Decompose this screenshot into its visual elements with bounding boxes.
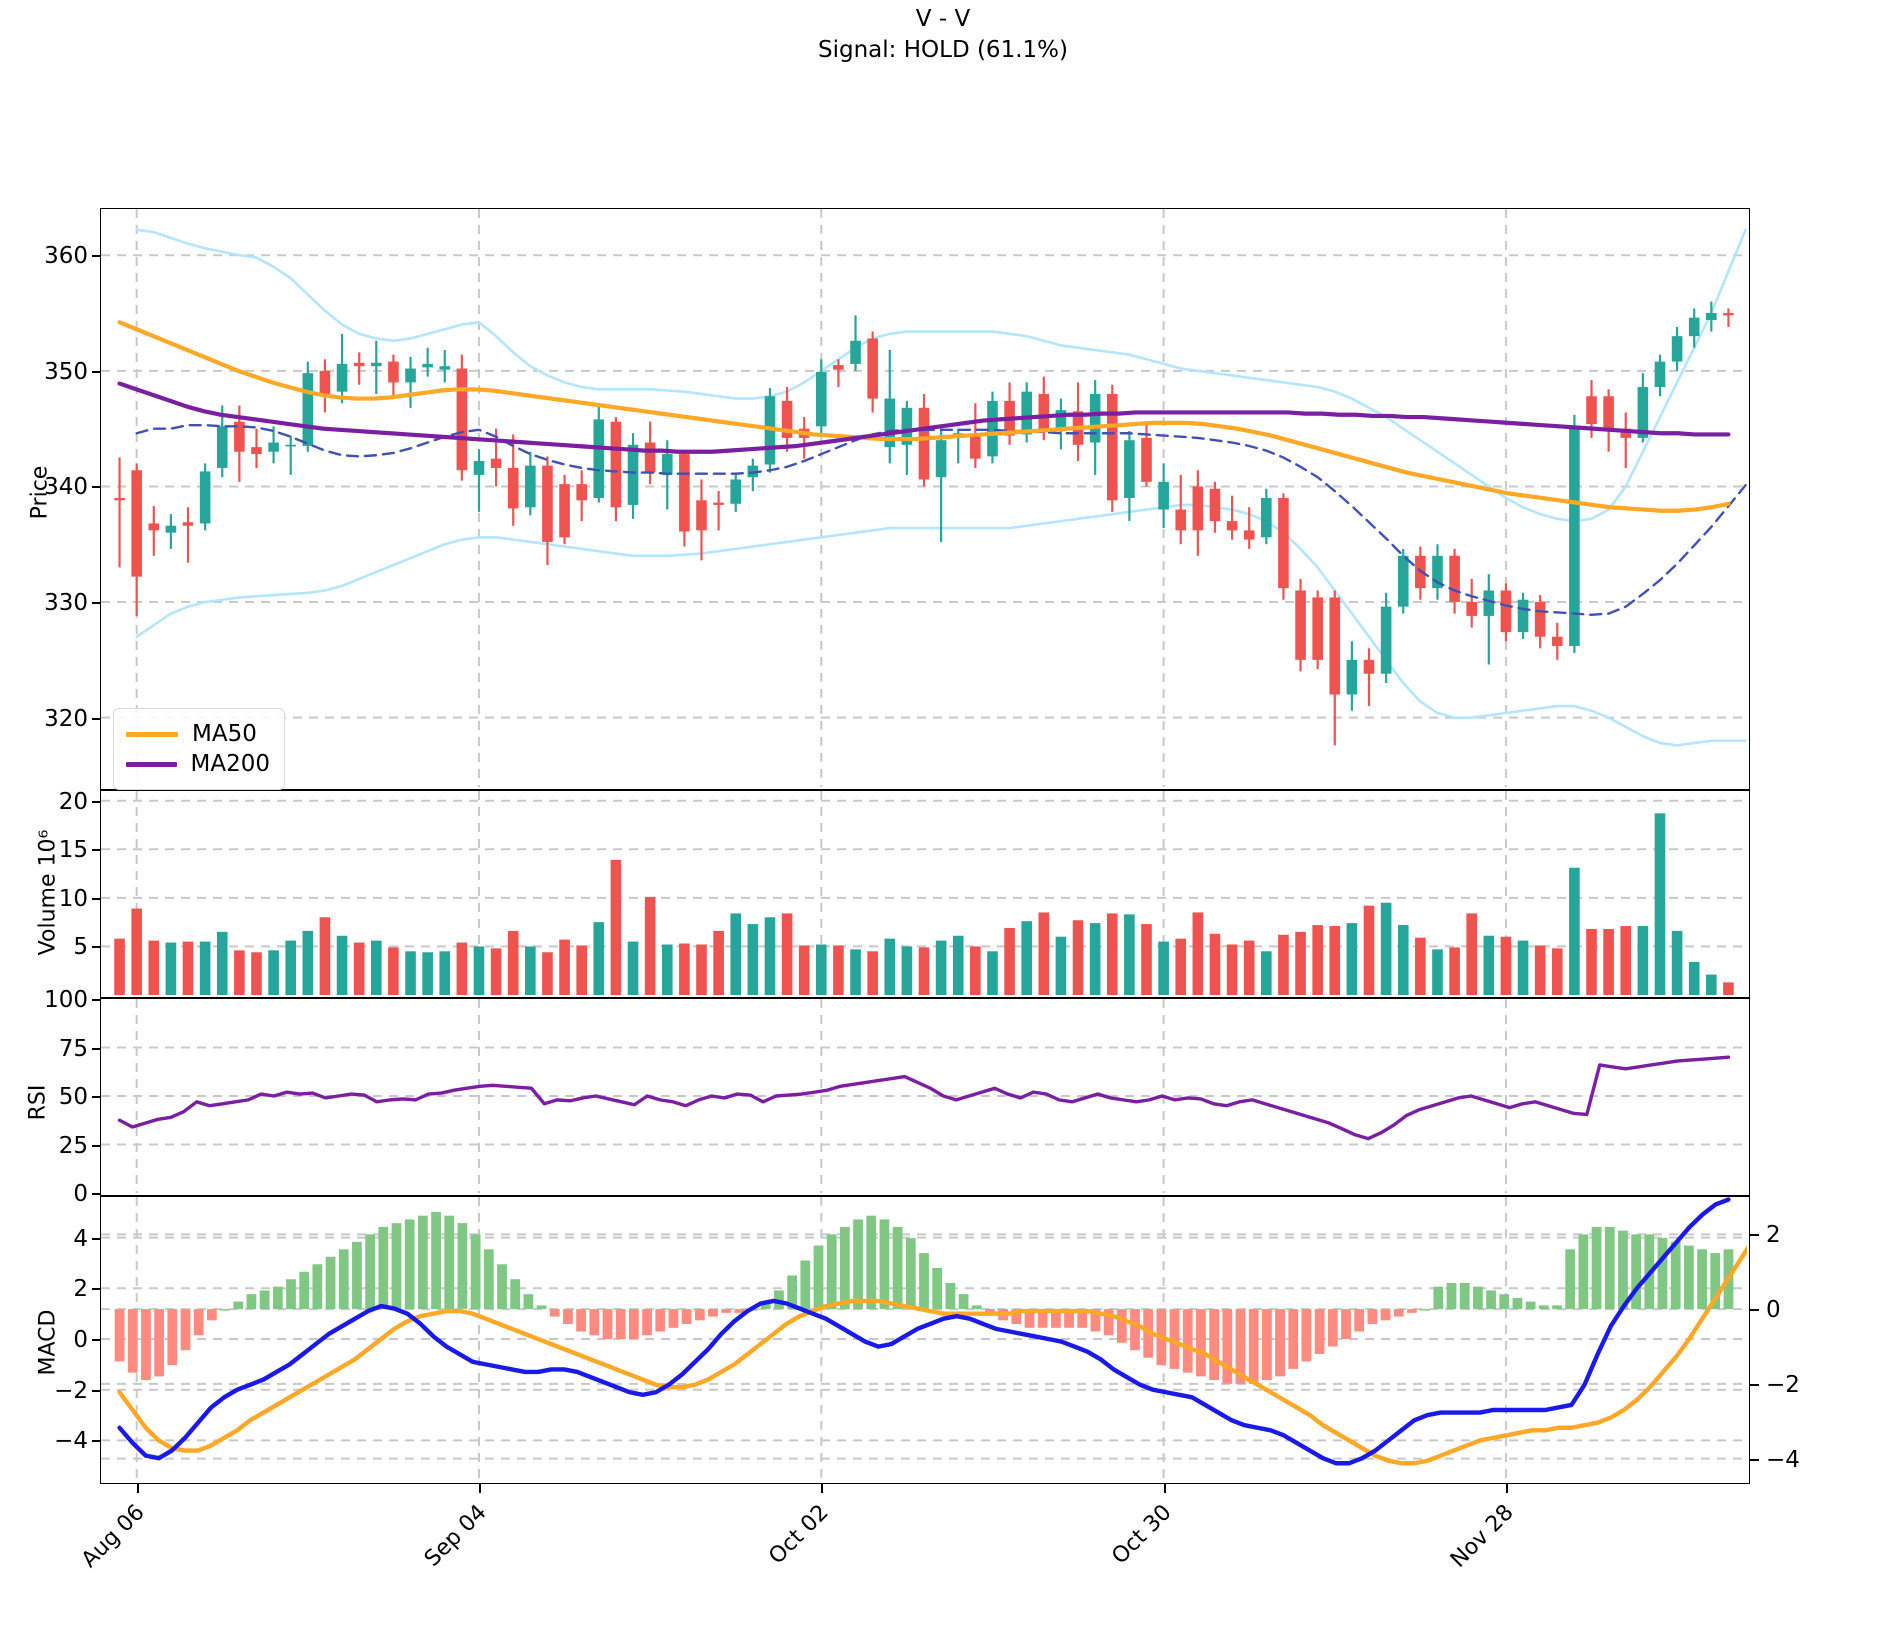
price-panel [100, 208, 1750, 790]
volume-y-tick-label: 20 [58, 788, 88, 815]
rsi-y-tick-mark [92, 1047, 101, 1050]
rsi-y-tick-label: 0 [73, 1181, 88, 1207]
rsi-y-tick-label: 50 [58, 1084, 88, 1110]
x-tick-mark [1163, 1484, 1166, 1493]
rsi-y-tick-label: 100 [44, 987, 88, 1013]
macd-y-tick-label: 4 [73, 1225, 88, 1252]
x-tick-label: Oct 30 [1106, 1500, 1177, 1570]
macd-y-tick-mark-right [1750, 1383, 1759, 1386]
macd-y-tick-mark [92, 1237, 101, 1240]
price-y-tick-mark [92, 255, 101, 258]
rsi-y-tick-mark [92, 1193, 101, 1195]
x-tick-mark [478, 1484, 481, 1493]
x-tick-mark [821, 1484, 824, 1493]
chart-title: V - V [915, 6, 971, 32]
legend-item-ma200: MA200 [126, 749, 270, 779]
x-tick-mark [1505, 1484, 1508, 1493]
price-y-tick-mark [92, 486, 101, 489]
rsi-y-tick-mark [92, 1096, 101, 1098]
macd-panel [100, 1196, 1750, 1484]
macd-y-tick-label: 0 [73, 1327, 88, 1353]
macd-y-tick-mark [92, 1339, 101, 1341]
macd-y-tick-mark [92, 1389, 101, 1392]
price-y-tick-label: 360 [44, 243, 88, 270]
price-legend: MA50 MA200 [113, 708, 285, 790]
price-y-tick-mark [92, 717, 101, 720]
volume-y-tick-label: 15 [58, 837, 88, 864]
volume-y-tick-mark [92, 897, 101, 900]
volume-y-tick-label: 10 [58, 885, 88, 912]
macd-y-tick-mark-right [1750, 1234, 1759, 1237]
chart-subtitle-signal: Signal: HOLD (61.1%) [818, 37, 1068, 63]
volume-y-tick-mark [92, 946, 101, 949]
macd-y-tick-label: −4 [54, 1428, 88, 1455]
x-tick-label: Aug 06 [76, 1500, 150, 1573]
volume-y-tick-mark [92, 849, 101, 852]
volume-y-tick-mark [92, 800, 101, 803]
price-y-tick-label: 340 [44, 474, 88, 501]
x-tick-label: Sep 04 [419, 1500, 492, 1572]
legend-label-ma200: MA200 [190, 751, 270, 777]
rsi-y-tick-mark [92, 1144, 101, 1147]
price-y-tick-label: 320 [44, 705, 88, 732]
x-tick-label: Nov 28 [1445, 1500, 1519, 1573]
price-y-tick-label: 330 [44, 590, 88, 617]
rsi-y-tick-label: 75 [58, 1035, 88, 1062]
volume-y-tick-label: 5 [73, 934, 88, 961]
macd-y-tick-label-right: −2 [1766, 1371, 1800, 1398]
stock-analysis-figure: V - V Signal: HOLD (61.1%) Price 320 330 3… [0, 4, 1886, 1573]
ma200-color-swatch [126, 761, 177, 767]
price-y-tick-mark [92, 370, 101, 373]
macd-y-tick-mark-right [1750, 1309, 1759, 1312]
macd-y-tick-mark-right [1750, 1458, 1759, 1461]
rsi-y-tick-mark [92, 999, 101, 1001]
legend-label-ma50: MA50 [192, 721, 257, 747]
rsi-y-tick-label: 25 [58, 1132, 88, 1159]
rsi-panel [100, 998, 1750, 1196]
macd-y-tick-label-right: −4 [1766, 1446, 1800, 1473]
price-y-tick-label: 350 [44, 358, 88, 385]
ma50-color-swatch [126, 731, 178, 737]
chart-title-block: V - V Signal: HOLD (61.1%) [0, 4, 1886, 66]
price-y-tick-mark [92, 602, 101, 605]
volume-panel [100, 790, 1750, 998]
legend-item-ma50: MA50 [126, 719, 270, 749]
macd-y-tick-label: 2 [73, 1276, 88, 1303]
x-tick-label: Oct 02 [764, 1500, 834, 1570]
x-tick-mark [136, 1484, 139, 1493]
macd-y-tick-label: −2 [54, 1377, 88, 1404]
macd-y-tick-label-right: 2 [1766, 1222, 1781, 1249]
macd-y-tick-mark [92, 1440, 101, 1443]
macd-y-tick-mark [92, 1288, 101, 1291]
macd-y-tick-label-right: 0 [1766, 1297, 1781, 1324]
